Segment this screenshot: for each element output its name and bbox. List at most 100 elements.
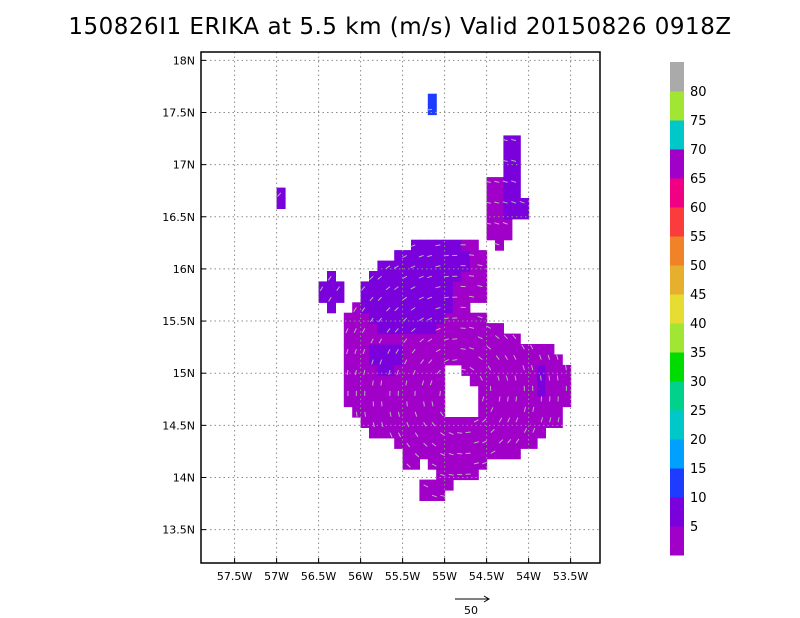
wind-vector [380, 380, 383, 386]
wind-vector [504, 355, 509, 360]
wind-vector [393, 265, 399, 269]
wind-cell [469, 375, 479, 387]
wind-cell [511, 427, 521, 439]
wind-cell [369, 385, 378, 397]
wind-vector [397, 411, 400, 417]
wind-cell [478, 396, 488, 408]
wind-cell [343, 354, 353, 366]
wind-vector [428, 359, 433, 364]
wind-vector [372, 422, 375, 428]
wind-vector [507, 396, 509, 402]
wind-cell [427, 302, 437, 314]
wind-cell [469, 260, 479, 272]
wind-cell [478, 260, 488, 272]
colorbar-swatch [670, 352, 684, 382]
wind-vector [378, 338, 383, 344]
wind-cell [461, 312, 471, 324]
wind-cell [394, 375, 404, 387]
wind-cell [486, 344, 496, 355]
wind-cell [369, 281, 378, 293]
wind-vector [540, 417, 544, 423]
wind-cell [545, 375, 555, 387]
wind-cell [478, 406, 488, 418]
wind-vector [481, 396, 485, 402]
wind-cell [486, 229, 496, 241]
wind-cell [520, 437, 530, 449]
wind-vector [505, 375, 509, 381]
wind-cell [360, 291, 370, 303]
wind-cell [402, 344, 412, 355]
wind-vector [353, 307, 357, 312]
wind-cell [385, 417, 395, 428]
wind-vector [355, 411, 358, 417]
wind-vector [386, 307, 391, 312]
wind-cell [545, 364, 555, 376]
wind-cell [503, 229, 513, 241]
wind-cell [453, 281, 462, 293]
wind-vector [497, 375, 500, 381]
wind-cell [461, 323, 471, 335]
wind-cell [503, 156, 513, 168]
wind-vector [443, 275, 449, 278]
wind-cell [511, 385, 521, 397]
wind-cell [553, 406, 563, 418]
wind-cell [495, 375, 504, 387]
wind-vector [431, 442, 437, 447]
wind-vector [346, 349, 349, 355]
wind-cell [369, 427, 378, 439]
wind-vector [410, 307, 416, 311]
wind-cell [495, 354, 504, 366]
wind-vector [431, 401, 434, 407]
wind-cell [385, 260, 395, 272]
wind-vector [473, 441, 479, 444]
wind-cell [503, 187, 513, 199]
colorbar-swatch [670, 120, 684, 150]
wind-cell [352, 396, 362, 408]
wind-cell [419, 448, 429, 460]
wind-cell [453, 417, 462, 428]
wind-cell [495, 208, 504, 220]
wind-cell [402, 260, 412, 272]
wind-vector [364, 411, 366, 417]
wind-cell [427, 344, 437, 355]
wind-vector [448, 432, 454, 435]
wind-vector [402, 275, 408, 280]
wind-cell [385, 281, 395, 293]
wind-cell [444, 312, 454, 324]
wind-vector [523, 427, 528, 433]
colorbar-swatch [670, 439, 684, 469]
wind-vector [477, 315, 483, 319]
colorbar-swatch [670, 381, 684, 411]
wind-cell [419, 333, 429, 345]
wind-cell [511, 145, 521, 157]
reference-vector-label: 50 [464, 604, 478, 617]
wind-vector [410, 244, 416, 248]
wind-cell [528, 437, 538, 449]
wind-vector [511, 201, 517, 204]
wind-cell [436, 344, 446, 355]
wind-cell [411, 417, 420, 428]
wind-vector [495, 355, 500, 360]
wind-vector [354, 349, 357, 355]
wind-cell [469, 323, 479, 335]
wind-vector [394, 307, 399, 312]
wind-cell [402, 271, 412, 282]
wind-vector [423, 484, 429, 488]
wind-cell [360, 417, 370, 428]
wind-cell [486, 208, 496, 220]
wind-vector [385, 265, 391, 270]
wind-cell [503, 198, 513, 209]
wind-cell [461, 250, 471, 262]
wind-vector [397, 432, 402, 438]
wind-cell [436, 479, 446, 491]
grid-lines [201, 52, 600, 563]
wind-cell [537, 396, 546, 408]
wind-vector [370, 338, 374, 344]
wind-vector [440, 494, 446, 497]
wind-vector [468, 254, 475, 256]
wind-vector [387, 348, 391, 354]
wind-cell [427, 406, 437, 418]
wind-vector [532, 427, 536, 433]
wind-cell [360, 354, 370, 366]
wind-vector [319, 286, 324, 292]
